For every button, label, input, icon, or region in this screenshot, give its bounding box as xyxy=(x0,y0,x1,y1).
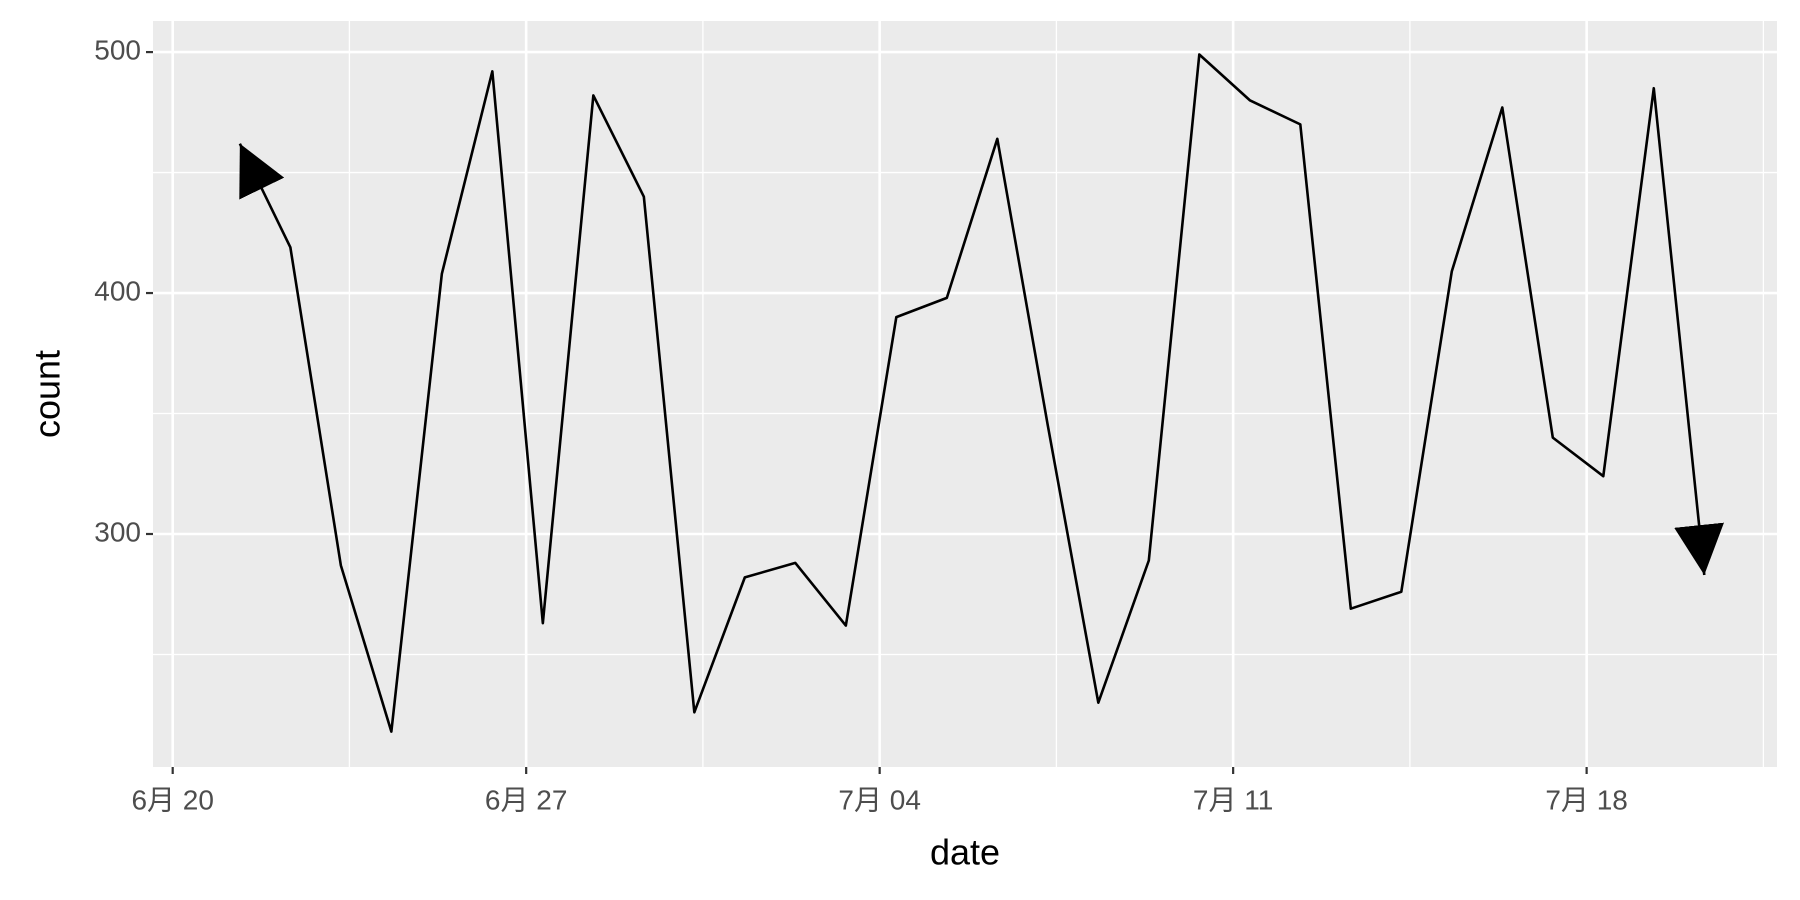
y-tick-label: 500 xyxy=(94,34,141,65)
y-tick-label: 300 xyxy=(94,516,141,547)
y-axis-title: count xyxy=(27,350,68,438)
x-tick-label: 7月 04 xyxy=(838,784,921,815)
y-tick-label: 400 xyxy=(94,275,141,306)
x-tick-label: 6月 20 xyxy=(131,784,214,815)
x-tick-label: 7月 11 xyxy=(1193,784,1273,815)
x-tick-label: 7月 18 xyxy=(1545,784,1628,815)
marks xyxy=(238,53,1724,733)
x-axis-title: date xyxy=(930,832,1000,873)
x-tick-label: 6月 27 xyxy=(485,784,568,815)
data-line xyxy=(238,53,1724,733)
